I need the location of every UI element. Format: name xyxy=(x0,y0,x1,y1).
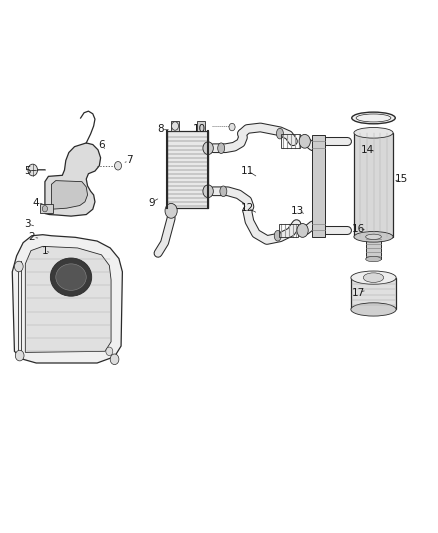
Text: 12: 12 xyxy=(240,203,254,213)
Ellipse shape xyxy=(351,303,396,316)
Text: 9: 9 xyxy=(148,198,155,208)
Bar xyxy=(40,204,53,214)
Text: 7: 7 xyxy=(127,156,133,165)
Text: 11: 11 xyxy=(240,166,254,176)
Circle shape xyxy=(203,142,213,155)
Circle shape xyxy=(28,164,38,176)
Ellipse shape xyxy=(56,264,86,290)
Ellipse shape xyxy=(276,128,283,139)
Bar xyxy=(312,135,325,237)
Circle shape xyxy=(297,223,308,237)
Text: 13: 13 xyxy=(291,206,304,216)
Circle shape xyxy=(165,204,177,218)
Text: 6: 6 xyxy=(98,140,105,150)
Ellipse shape xyxy=(354,231,393,242)
Bar xyxy=(281,134,300,148)
Circle shape xyxy=(299,134,311,148)
Text: 16: 16 xyxy=(352,224,365,235)
Circle shape xyxy=(42,206,47,212)
Bar xyxy=(171,120,179,131)
Circle shape xyxy=(106,347,113,356)
Bar xyxy=(279,223,298,237)
Bar xyxy=(351,278,396,310)
Circle shape xyxy=(229,123,235,131)
Text: 1: 1 xyxy=(42,246,48,256)
Polygon shape xyxy=(12,235,122,363)
Polygon shape xyxy=(51,181,88,209)
Text: 14: 14 xyxy=(360,145,374,155)
Ellipse shape xyxy=(218,143,225,154)
Text: 4: 4 xyxy=(33,198,39,208)
Text: 17: 17 xyxy=(352,288,365,298)
Bar xyxy=(354,133,393,237)
Circle shape xyxy=(115,161,121,170)
Polygon shape xyxy=(45,143,101,216)
Text: 10: 10 xyxy=(193,124,206,134)
Text: 5: 5 xyxy=(24,166,31,176)
Ellipse shape xyxy=(366,234,381,239)
Bar xyxy=(366,237,381,259)
Ellipse shape xyxy=(366,256,381,262)
Circle shape xyxy=(203,185,213,198)
Ellipse shape xyxy=(352,112,395,124)
Text: 3: 3 xyxy=(24,219,31,229)
Ellipse shape xyxy=(363,273,384,282)
Circle shape xyxy=(172,122,179,130)
Bar xyxy=(197,120,205,131)
Ellipse shape xyxy=(351,271,396,284)
Text: 2: 2 xyxy=(28,232,35,243)
Ellipse shape xyxy=(274,230,281,241)
Ellipse shape xyxy=(354,127,393,138)
Ellipse shape xyxy=(50,258,92,296)
Text: 15: 15 xyxy=(395,174,408,184)
Ellipse shape xyxy=(220,186,227,197)
Circle shape xyxy=(15,350,24,361)
Circle shape xyxy=(14,261,23,272)
Bar xyxy=(167,131,208,208)
Circle shape xyxy=(110,354,119,365)
Text: 8: 8 xyxy=(157,124,163,134)
Polygon shape xyxy=(25,246,111,352)
